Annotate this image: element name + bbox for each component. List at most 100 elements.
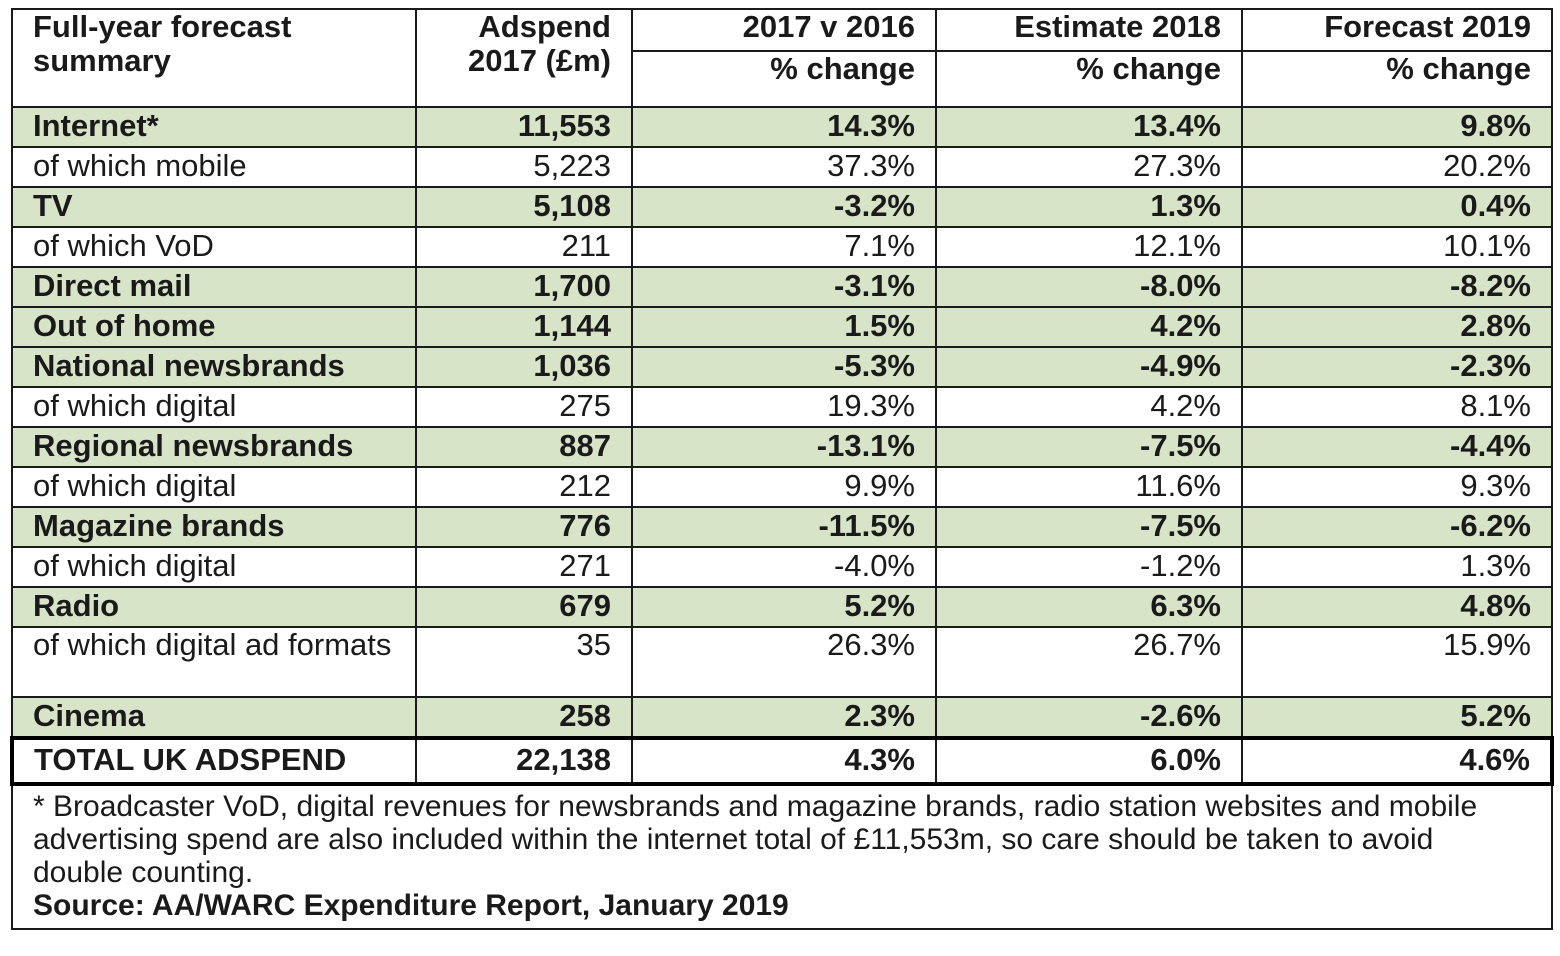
header-pct-change-2017: % change — [631, 50, 937, 108]
row-change-2017: -13.1% — [631, 426, 937, 468]
footnote-row: * Broadcaster VoD, digital revenues for … — [11, 783, 1553, 930]
table-row: of which digital 275 19.3% 4.2% 8.1% — [11, 386, 1553, 428]
header-2017-vs-2016: 2017 v 2016 — [631, 8, 937, 52]
row-adspend: 211 — [415, 226, 633, 268]
footnote-text: * Broadcaster VoD, digital revenues for … — [33, 790, 1478, 889]
table-row: Direct mail 1,700 -3.1% -8.0% -8.2% — [11, 266, 1553, 308]
row-adspend: 776 — [415, 506, 633, 548]
row-forecast-2019: 15.9% — [1241, 626, 1553, 698]
row-change-2017: 14.3% — [631, 106, 937, 148]
row-adspend: 11,553 — [415, 106, 633, 148]
row-change-2017: -11.5% — [631, 506, 937, 548]
row-change-2017: 2.3% — [631, 696, 937, 739]
row-change-2017: 9.9% — [631, 466, 937, 508]
row-adspend: 275 — [415, 386, 633, 428]
row-forecast-2019: 20.2% — [1241, 146, 1553, 188]
total-label: TOTAL UK ADSPEND — [10, 736, 417, 786]
row-label: Cinema — [11, 696, 417, 739]
row-label: of which digital — [11, 466, 417, 508]
row-change-2017: 5.2% — [631, 586, 937, 628]
row-adspend: 679 — [415, 586, 633, 628]
row-forecast-2019: -4.4% — [1241, 426, 1553, 468]
row-forecast-2019: 9.3% — [1241, 466, 1553, 508]
row-adspend: 5,223 — [415, 146, 633, 188]
row-forecast-2019: -2.3% — [1241, 346, 1553, 388]
row-forecast-2019: 2.8% — [1241, 306, 1553, 348]
row-change-2017: 7.1% — [631, 226, 937, 268]
row-label: National newsbrands — [11, 346, 417, 388]
row-change-2017: -3.1% — [631, 266, 937, 308]
row-label: of which mobile — [11, 146, 417, 188]
header-category: Full-year forecast summary — [11, 8, 417, 108]
row-forecast-2019: 8.1% — [1241, 386, 1553, 428]
header-row-sub: % change % change % change — [12, 50, 1553, 108]
row-label: of which digital ad formats — [11, 626, 417, 698]
table-row: of which digital 212 9.9% 11.6% 9.3% — [11, 466, 1553, 508]
row-estimate-2018: 27.3% — [935, 146, 1243, 188]
row-estimate-2018: 26.7% — [935, 626, 1243, 698]
total-adspend: 22,138 — [415, 736, 633, 786]
row-adspend: 887 — [415, 426, 633, 468]
table-row: TV 5,108 -3.2% 1.3% 0.4% — [11, 186, 1553, 228]
row-estimate-2018: 4.2% — [935, 386, 1243, 428]
row-adspend: 1,700 — [415, 266, 633, 308]
source-text: Source: AA/WARC Expenditure Report, Janu… — [33, 889, 789, 922]
row-label: Direct mail — [11, 266, 417, 308]
row-label: of which VoD — [11, 226, 417, 268]
row-forecast-2019: -6.2% — [1241, 506, 1553, 548]
row-estimate-2018: 1.3% — [935, 186, 1243, 228]
row-forecast-2019: 10.1% — [1241, 226, 1553, 268]
row-forecast-2019: 0.4% — [1241, 186, 1553, 228]
row-forecast-2019: 4.8% — [1241, 586, 1553, 628]
total-estimate-2018: 6.0% — [935, 736, 1243, 786]
header-row-top: Full-year forecast summary Adspend 2017 … — [11, 8, 1553, 108]
header-pct-change-2018: % change — [935, 50, 1243, 108]
table-row: National newsbrands 1,036 -5.3% -4.9% -2… — [11, 346, 1553, 388]
row-change-2017: 1.5% — [631, 306, 937, 348]
table-row: Regional newsbrands 887 -13.1% -7.5% -4.… — [11, 426, 1553, 468]
row-estimate-2018: -8.0% — [935, 266, 1243, 308]
total-forecast-2019: 4.6% — [1241, 736, 1554, 786]
row-label: of which digital — [11, 546, 417, 588]
table-row: Cinema 258 2.3% -2.6% 5.2% — [11, 696, 1553, 739]
row-forecast-2019: 9.8% — [1241, 106, 1553, 148]
footnote-cell: * Broadcaster VoD, digital revenues for … — [11, 783, 1553, 930]
row-change-2017: -5.3% — [631, 346, 937, 388]
table-row: Magazine brands 776 -11.5% -7.5% -6.2% — [11, 506, 1553, 548]
row-change-2017: -4.0% — [631, 546, 937, 588]
row-label: Out of home — [11, 306, 417, 348]
row-adspend: 212 — [415, 466, 633, 508]
table-row: of which mobile 5,223 37.3% 27.3% 20.2% — [11, 146, 1553, 188]
row-label: TV — [11, 186, 417, 228]
row-adspend: 35 — [415, 626, 633, 698]
row-adspend: 1,144 — [415, 306, 633, 348]
row-label: Internet* — [11, 106, 417, 148]
row-label: of which digital — [11, 386, 417, 428]
row-estimate-2018: -1.2% — [935, 546, 1243, 588]
row-change-2017: 26.3% — [631, 626, 937, 698]
total-change-2017: 4.3% — [631, 736, 937, 786]
row-estimate-2018: 13.4% — [935, 106, 1243, 148]
row-estimate-2018: 6.3% — [935, 586, 1243, 628]
row-estimate-2018: -2.6% — [935, 696, 1243, 739]
row-adspend: 271 — [415, 546, 633, 588]
row-change-2017: -3.2% — [631, 186, 937, 228]
row-label: Radio — [11, 586, 417, 628]
table-row: of which digital ad formats 35 26.3% 26.… — [11, 626, 1553, 698]
row-estimate-2018: -7.5% — [935, 506, 1243, 548]
row-estimate-2018: -7.5% — [935, 426, 1243, 468]
header-adspend: Adspend 2017 (£m) — [415, 8, 633, 108]
row-forecast-2019: 5.2% — [1241, 696, 1553, 739]
row-adspend: 5,108 — [415, 186, 633, 228]
row-change-2017: 37.3% — [631, 146, 937, 188]
row-forecast-2019: 1.3% — [1241, 546, 1553, 588]
row-estimate-2018: 11.6% — [935, 466, 1243, 508]
row-adspend: 1,036 — [415, 346, 633, 388]
header-pct-change-2019: % change — [1241, 50, 1553, 108]
header-forecast-2019: Forecast 2019 — [1241, 8, 1553, 52]
forecast-table-container: Full-year forecast summary Adspend 2017 … — [10, 8, 1554, 930]
forecast-summary-table: Full-year forecast summary Adspend 2017 … — [10, 8, 1554, 930]
total-row: TOTAL UK ADSPEND 22,138 4.3% 6.0% 4.6% — [10, 736, 1554, 786]
row-label: Magazine brands — [11, 506, 417, 548]
table-row: Radio 679 5.2% 6.3% 4.8% — [11, 586, 1553, 628]
